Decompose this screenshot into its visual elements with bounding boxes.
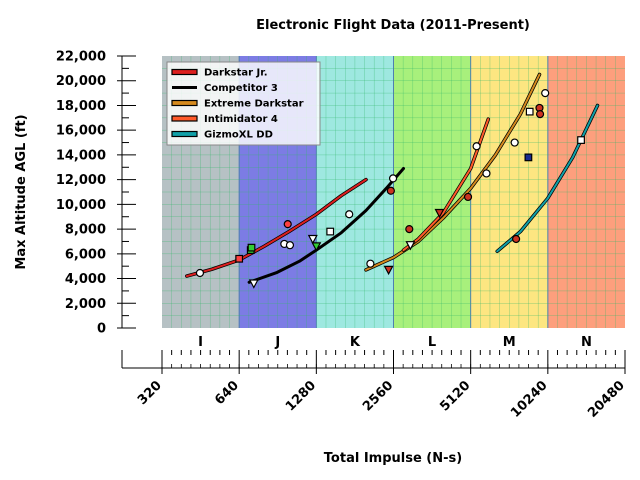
x-tick-label: 10240 bbox=[508, 378, 551, 421]
legend-label: Extreme Darkstar bbox=[204, 99, 304, 110]
legend: Darkstar Jr. Competitor 3 Extreme Darkstar… bbox=[166, 61, 321, 146]
y-tick-label: 2,000 bbox=[65, 297, 106, 312]
class-label-K: K bbox=[350, 335, 361, 350]
data-point bbox=[434, 208, 445, 219]
data-point bbox=[577, 136, 585, 144]
data-point bbox=[482, 169, 491, 178]
y-tick-label: 18,000 bbox=[56, 99, 106, 114]
data-point bbox=[383, 265, 394, 276]
legend-label: GizmoXL DD bbox=[204, 130, 273, 141]
y-tick-label: 0 bbox=[97, 322, 106, 337]
data-point bbox=[524, 153, 533, 162]
data-point bbox=[510, 138, 519, 147]
y-tick-label: 20,000 bbox=[56, 74, 106, 89]
x-tick-label: 20480 bbox=[585, 378, 628, 421]
data-point bbox=[326, 227, 335, 236]
y-tick-label: 16,000 bbox=[56, 124, 106, 139]
y-tick-label: 6,000 bbox=[65, 247, 106, 262]
data-point bbox=[195, 268, 205, 278]
data-point bbox=[248, 279, 259, 289]
data-point bbox=[472, 142, 481, 151]
y-tick-label: 4,000 bbox=[65, 272, 106, 287]
legend-swatch bbox=[171, 99, 198, 107]
data-point bbox=[405, 241, 416, 251]
x-tick-label: 1280 bbox=[283, 378, 319, 414]
data-point bbox=[511, 234, 521, 244]
x-axis-label: Total Impulse (N-s) bbox=[324, 451, 462, 466]
y-tick-label: 12,000 bbox=[56, 173, 106, 188]
data-point bbox=[307, 234, 318, 245]
data-point bbox=[525, 107, 534, 116]
data-point bbox=[463, 192, 473, 202]
data-point bbox=[535, 110, 545, 119]
data-point bbox=[311, 242, 322, 252]
data-points bbox=[195, 88, 585, 289]
series-line bbox=[185, 178, 367, 278]
data-point bbox=[345, 210, 354, 219]
data-point bbox=[405, 224, 414, 234]
legend-swatch bbox=[171, 130, 198, 138]
data-point bbox=[283, 220, 292, 229]
class-label-L: L bbox=[428, 335, 436, 350]
data-point bbox=[285, 241, 295, 250]
data-point bbox=[388, 174, 398, 183]
x-tick-label: 320 bbox=[135, 378, 165, 408]
y-tick-label: 22,000 bbox=[56, 50, 106, 65]
class-label-I: I bbox=[198, 335, 203, 350]
y-ticks: 0 2,000 4,000 6,000 8,000 10,000 12,000 14,000 1… bbox=[56, 50, 136, 337]
data-point bbox=[366, 259, 375, 268]
series-line bbox=[247, 167, 405, 284]
class-label-N: N bbox=[581, 335, 592, 350]
chart-title: Electronic Flight Data (2011-Present) bbox=[256, 18, 530, 33]
legend-label: Intimidator 4 bbox=[204, 114, 278, 125]
x-tick-label: 2560 bbox=[360, 378, 396, 414]
legend-label: Darkstar Jr. bbox=[204, 68, 268, 79]
class-label-J: J bbox=[274, 335, 280, 350]
y-tick-label: 14,000 bbox=[56, 148, 106, 163]
legend-swatch bbox=[171, 68, 198, 76]
class-label-M: M bbox=[503, 335, 516, 350]
legend-label: Competitor 3 bbox=[204, 83, 278, 94]
data-point bbox=[247, 243, 256, 252]
x-ticks: 320 640 1280 2560 5120 10240 20480 bbox=[135, 364, 628, 421]
legend-swatch bbox=[171, 115, 198, 122]
series-line bbox=[365, 73, 541, 271]
motor-class-labels: I J K L M N bbox=[161, 335, 626, 368]
data-point bbox=[386, 186, 395, 195]
x-tick-label: 5120 bbox=[437, 378, 473, 414]
data-point bbox=[541, 88, 550, 98]
y-axis-label: Max Altitude AGL (ft) bbox=[14, 114, 29, 269]
data-point bbox=[235, 254, 244, 263]
y-tick-label: 8,000 bbox=[65, 223, 106, 238]
y-tick-label: 10,000 bbox=[56, 198, 106, 213]
x-tick-label: 640 bbox=[212, 378, 242, 408]
